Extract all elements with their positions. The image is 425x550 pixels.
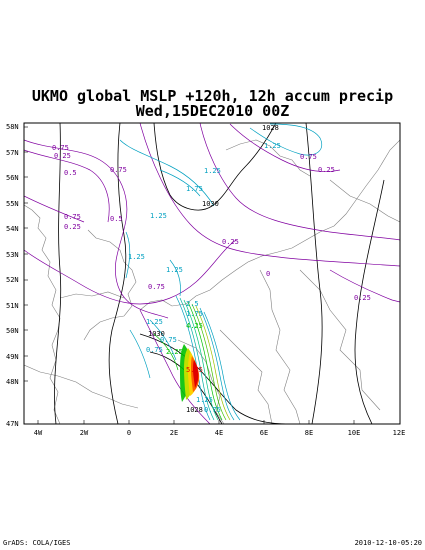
pressure-label: 1030 [148, 330, 165, 338]
lon-labels: 4W 2W 0 2E 4E 6E 8E 10E 12E [34, 429, 406, 437]
pressure-labels: 1028 1030 1030 1028 [148, 124, 279, 414]
precip-label: 0.5 [64, 169, 77, 177]
footer-credit: GrADS: COLA/IGES [3, 539, 71, 547]
lon-label: 8E [305, 429, 313, 437]
lat-label: 47N [6, 420, 19, 428]
precip-label: 1.25 [166, 266, 183, 274]
precip-label: 1.75 [186, 185, 203, 193]
lon-label: 6E [260, 429, 268, 437]
lat-label: 49N [6, 353, 19, 361]
title-line-1: UKMO global MSLP +120h, 12h accum precip [31, 87, 394, 105]
title-line-2: Wed,15DEC2010 00Z [135, 102, 290, 120]
map-layers: 0.75 0.5 0.25 0.75 1.25 1.75 0.75 0.5 0.… [24, 123, 400, 424]
precip-label: 0 [266, 270, 270, 278]
lat-label: 56N [6, 174, 19, 182]
precip-label: 0.25 [54, 152, 71, 160]
pressure-label: 1028 [186, 406, 203, 414]
precip-low-contours [24, 123, 400, 424]
precip-label: 0.75 [148, 283, 165, 291]
lon-label: 0 [127, 429, 131, 437]
lat-label: 52N [6, 276, 19, 284]
precip-label: 0.75 [64, 213, 81, 221]
precip-label: 4.25 [186, 322, 203, 330]
precip-label: 1.25 [146, 318, 163, 326]
pressure-label: 1028 [262, 124, 279, 132]
lon-label: 12E [393, 429, 406, 437]
precip-label: 0.25 [64, 223, 81, 231]
precip-label: 1.75 [186, 310, 203, 318]
pressure-label: 1030 [202, 200, 219, 208]
frame-ticks [24, 126, 355, 424]
precip-label: 0.25 [222, 238, 239, 246]
lat-label: 53N [6, 251, 19, 259]
precip-heavy-band [149, 295, 241, 421]
precip-label: 0.75 [204, 406, 221, 414]
lat-labels: 58N 57N 56N 55N 54N 53N 52N 51N 50N 49N … [6, 123, 19, 428]
precip-label: 0.25 [354, 294, 371, 302]
precip-label: 0.75 [160, 336, 177, 344]
map-frame [23, 122, 401, 425]
precip-label: 1.25 [128, 253, 145, 261]
lat-label: 58N [6, 123, 19, 131]
precip-label: 0.5 [110, 215, 123, 223]
precip-label: 2.25 [166, 348, 183, 356]
precip-label: 0.75 [52, 144, 69, 152]
precip-mid-contours [119, 123, 323, 379]
precip-label: 5.75 [186, 366, 203, 374]
isobars [54, 123, 385, 424]
precip-label: 1.25 [150, 212, 167, 220]
lon-label: 2W [80, 429, 89, 437]
lon-label: 4E [215, 429, 223, 437]
precip-label: 0.75 [146, 346, 163, 354]
lat-label: 48N [6, 378, 19, 386]
precip-labels: 0.75 0.5 0.25 0.75 1.25 1.75 0.75 0.5 0.… [52, 142, 371, 414]
lon-label: 2E [170, 429, 178, 437]
lon-label: 4W [34, 429, 43, 437]
precip-label: 1.25 [264, 142, 281, 150]
precip-label: 0.75 [300, 153, 317, 161]
footer-timestamp: 2010-12-10-05:20 [354, 539, 422, 547]
lat-label: 54N [6, 225, 19, 233]
lat-label: 57N [6, 149, 19, 157]
precip-label: 1.25 [196, 396, 213, 404]
lat-label: 55N [6, 200, 19, 208]
coastlines [24, 139, 400, 424]
precip-core [180, 344, 200, 402]
lat-label: 50N [6, 327, 19, 335]
precip-label: 0.25 [318, 166, 335, 174]
lat-label: 51N [6, 302, 19, 310]
precip-label: 1.25 [204, 167, 221, 175]
precip-label: 0.75 [110, 166, 127, 174]
precip-label: 2.5 [186, 300, 199, 308]
lon-label: 10E [348, 429, 361, 437]
